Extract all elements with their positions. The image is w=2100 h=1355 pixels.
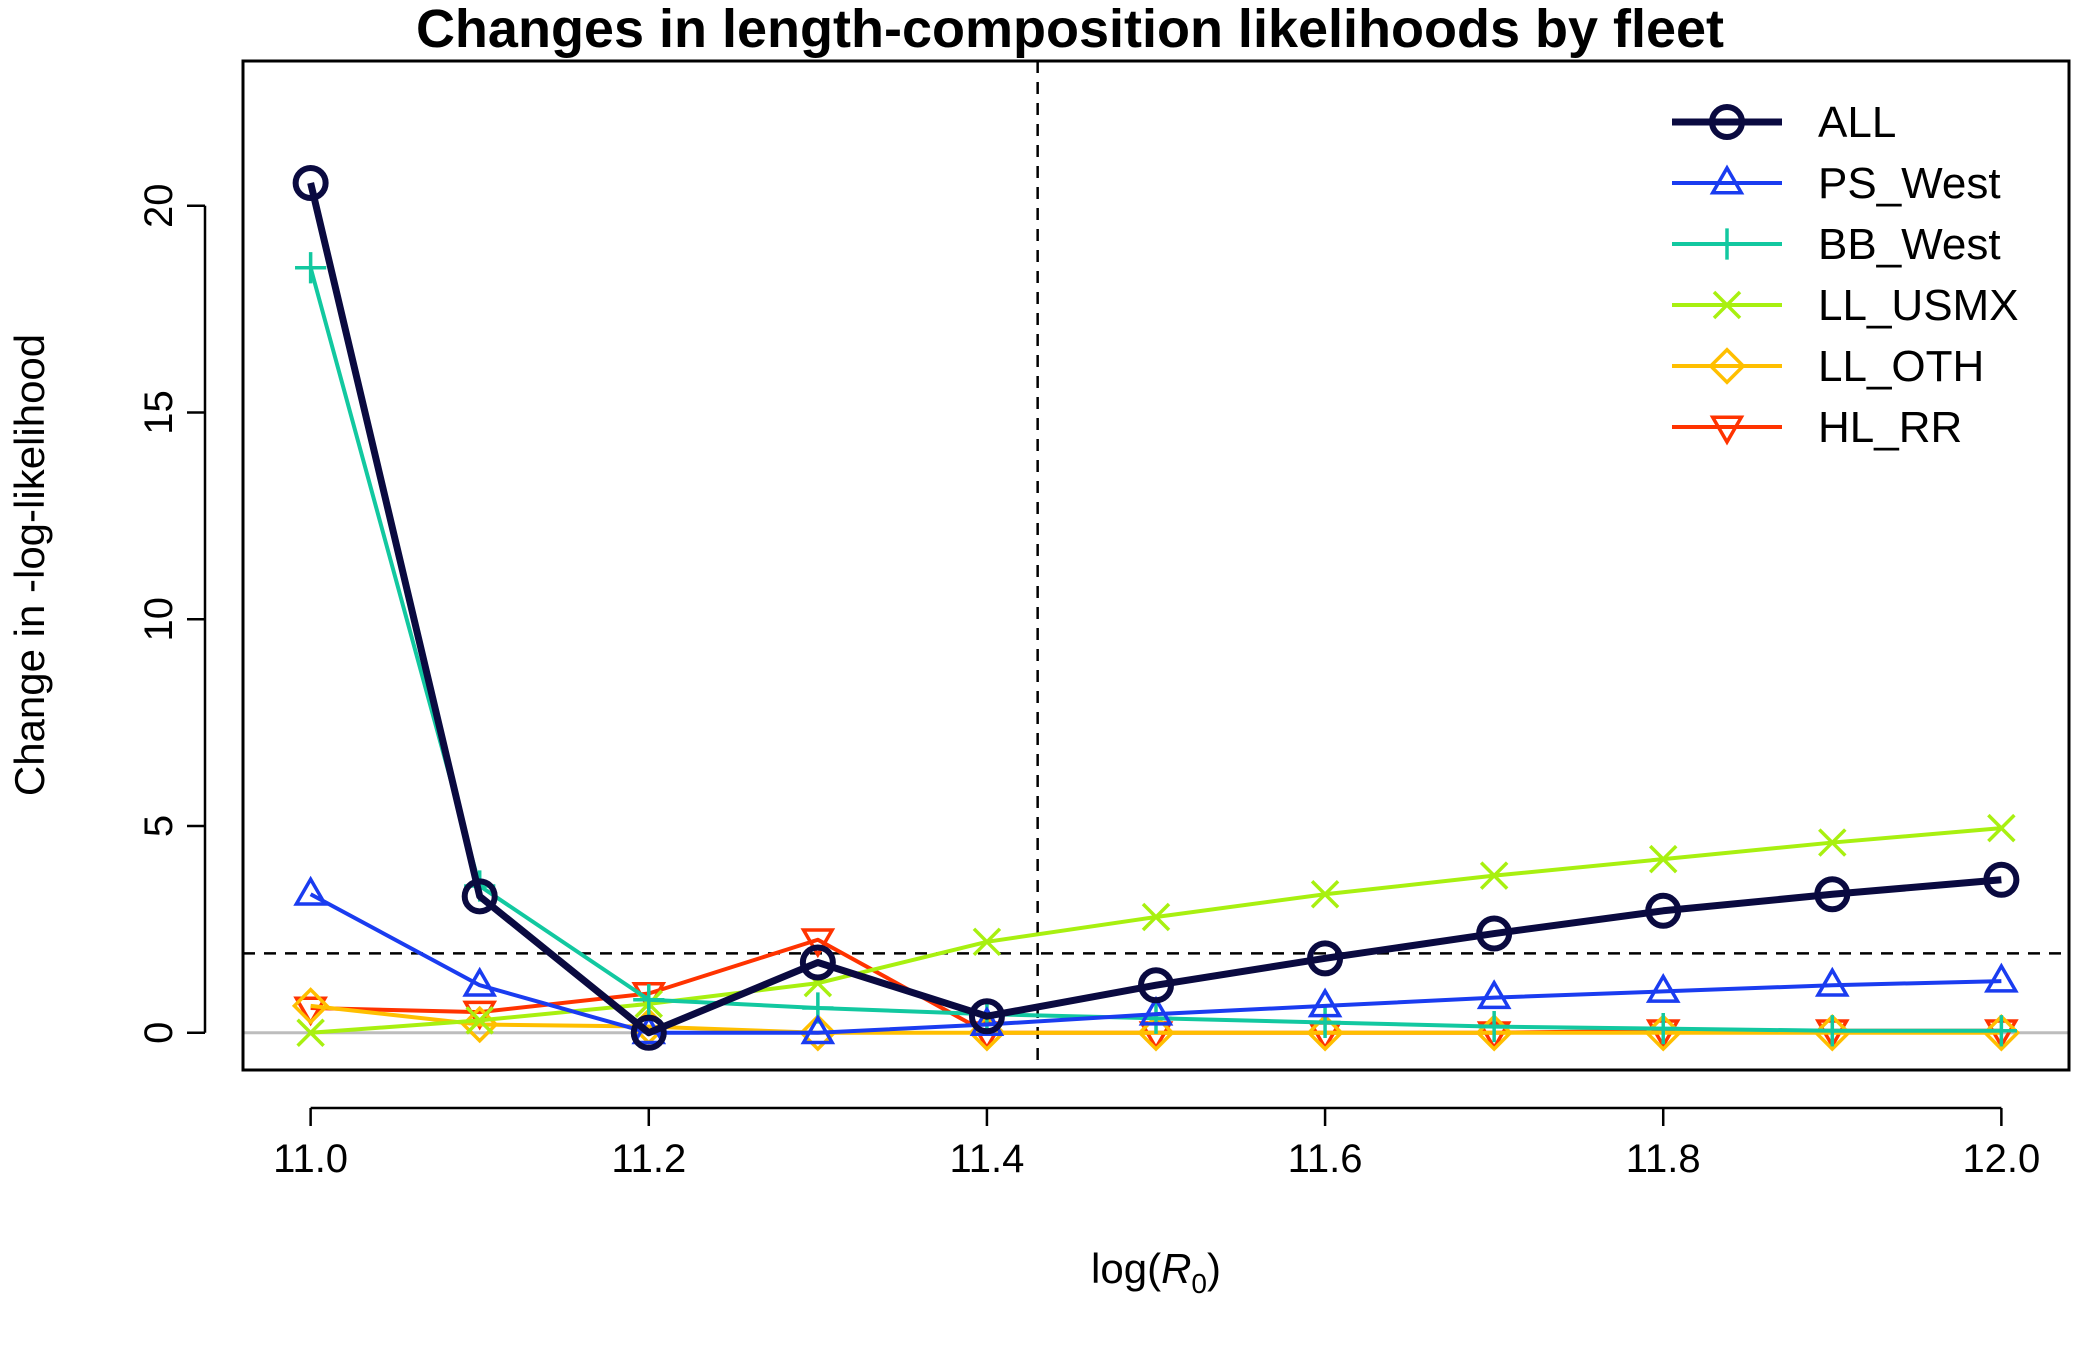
y-tick-label: 5 [137, 815, 181, 837]
data-point-ll-usmx [1479, 861, 1509, 890]
data-point-hl-rr [293, 996, 328, 1027]
data-point-all [630, 1014, 667, 1051]
legend-marker [1709, 104, 1745, 140]
data-point-bb-west [1309, 1006, 1341, 1039]
legend-label: ALL [1818, 98, 1896, 147]
data-point-ll-usmx [972, 927, 1002, 957]
data-point-bb-west [633, 984, 665, 1016]
data-point-all [1307, 940, 1344, 977]
data-point-all [799, 944, 836, 981]
data-point-all [292, 164, 329, 201]
x-axis-title-prefix: log( [1091, 1245, 1161, 1292]
y-axis-title: Change in -log-likelihood [6, 334, 53, 796]
legend-label: LL_USMX [1818, 281, 2019, 330]
data-point-ll-oth [1306, 1014, 1344, 1052]
legend-marker [1708, 347, 1746, 385]
data-point-all [461, 878, 498, 915]
legend-label: HL_RR [1818, 403, 1962, 452]
series-line-ps-west [309, 892, 2002, 1035]
data-point-bb-west [1985, 1015, 2017, 1047]
data-point-ps-west [1307, 987, 1343, 1018]
data-point-ps-west [462, 966, 498, 997]
data-point-ps-west [293, 875, 328, 906]
legend-marker [1711, 228, 1743, 260]
legend-item-ll-usmx: LL_USMX [1672, 281, 2019, 330]
data-point-all [1983, 861, 2020, 898]
x-tick-label: 11.6 [1288, 1137, 1363, 1181]
data-point-ps-west [1984, 962, 2019, 993]
y-tick-label: 0 [137, 1022, 181, 1044]
y-axis: 0 5 10 15 20 [137, 183, 207, 1044]
data-point-all [1476, 915, 1513, 952]
data-point-bb-west [1478, 1010, 1510, 1043]
x-tick-label: 11.4 [949, 1137, 1024, 1181]
data-point-all [1645, 892, 1682, 929]
x-tick-label: 11.2 [611, 1137, 686, 1181]
data-point-ll-oth [799, 1014, 837, 1052]
data-point-ps-west [969, 1006, 1005, 1037]
data-point-bb-west [295, 252, 327, 284]
data-point-bb-west [1816, 1015, 1848, 1047]
data-point-ps-west [1138, 995, 1174, 1026]
legend-item-bb-west: BB_West [1672, 220, 2001, 269]
y-tick-label: 15 [137, 390, 181, 435]
x-axis-title: log(R0) [1091, 1245, 1221, 1299]
legend-item-ps-west: PS_West [1672, 159, 2001, 208]
x-axis-title-symbol: R [1161, 1245, 1191, 1292]
data-point-ll-oth [1982, 1014, 2021, 1052]
series-all [292, 164, 2020, 1051]
data-point-hl-rr [800, 928, 836, 959]
legend-label: BB_West [1818, 220, 2001, 269]
data-point-ll-oth [1813, 1014, 1852, 1052]
data-point-ps-west [1814, 966, 1850, 997]
data-point-all [968, 998, 1005, 1035]
data-point-bb-west [1647, 1013, 1679, 1045]
data-point-all [1814, 876, 1851, 913]
legend-marker [1712, 290, 1742, 320]
x-axis: 11.0 11.2 11.4 11.6 11.8 12.0 [273, 1106, 2040, 1181]
x-tick-label: 11.8 [1626, 1137, 1701, 1181]
series-layer [291, 164, 2021, 1052]
data-point-ll-usmx [1648, 844, 1678, 874]
data-point-ll-oth [291, 987, 330, 1025]
data-point-ll-usmx [1141, 902, 1171, 932]
data-point-ps-west [800, 1014, 836, 1045]
legend-label: PS_West [1818, 159, 2001, 208]
data-point-ps-west [1645, 972, 1681, 1003]
x-tick-label: 12.0 [1962, 1137, 2040, 1181]
data-point-ll-usmx [1818, 828, 1847, 857]
legend-item-all: ALL [1672, 98, 1896, 147]
data-point-all [1138, 967, 1174, 1004]
plot-frame [241, 59, 2071, 1072]
x-axis-title-subscript: 0 [1191, 1268, 1207, 1299]
legend-marker [1709, 164, 1745, 195]
chart-title: Changes in length-composition likelihood… [416, 0, 1724, 59]
legend-marker [1709, 415, 1745, 446]
data-point-ll-usmx [465, 1006, 494, 1035]
legend-item-hl-rr: HL_RR [1672, 403, 1962, 452]
y-tick-label: 10 [137, 597, 181, 642]
series-bb-west [295, 252, 2017, 1047]
data-point-ll-usmx [1987, 813, 2016, 843]
y-tick-label: 20 [137, 183, 181, 228]
series-line-all [307, 182, 2002, 1037]
series-ll-usmx [296, 813, 2016, 1048]
legend-label: LL_OTH [1818, 342, 1984, 391]
data-point-ps-west [1476, 979, 1512, 1010]
series-ps-west [293, 875, 2019, 1045]
legend-item-ll-oth: LL_OTH [1672, 342, 1984, 391]
legend: ALL PS_West BB_West LL_USMX LL_OTH HL_RR [1672, 98, 2019, 452]
data-point-ll-usmx [296, 1018, 325, 1048]
x-tick-label: 11.0 [273, 1137, 348, 1181]
data-point-ll-oth [1137, 1014, 1175, 1052]
x-axis-title-suffix: ) [1207, 1245, 1221, 1292]
data-point-ll-usmx [1310, 880, 1340, 909]
